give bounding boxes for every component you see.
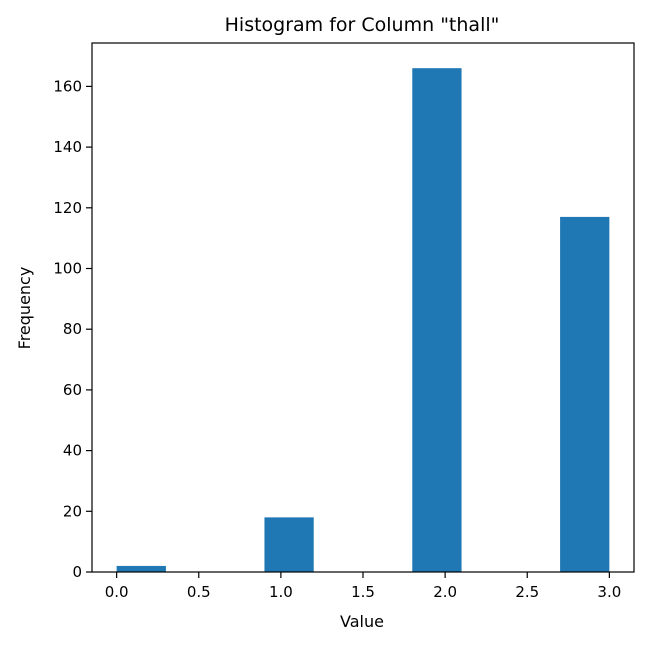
y-tick-label: 100 <box>53 260 82 278</box>
y-tick-label: 20 <box>63 502 82 520</box>
x-tick-label: 2.0 <box>433 583 457 601</box>
histogram-bar-6 <box>412 68 462 572</box>
histogram-bar-3 <box>264 517 314 572</box>
y-axis-label: Frequency <box>15 267 34 350</box>
y-tick-label: 160 <box>53 77 82 95</box>
y-tick-label: 140 <box>53 138 82 156</box>
x-tick-label: 2.5 <box>515 583 539 601</box>
y-axis-ticks: 0 20 40 60 80 100 120 140 160 <box>53 77 92 581</box>
plot-frame <box>91 42 635 573</box>
y-tick-label: 120 <box>53 199 82 217</box>
y-tick-label: 0 <box>72 563 82 581</box>
chart-title: Histogram for Column "thall" <box>225 14 500 36</box>
x-tick-label: 1.5 <box>351 583 375 601</box>
y-tick-label: 80 <box>63 320 82 338</box>
y-tick-label: 40 <box>63 442 82 460</box>
x-tick-label: 3.0 <box>597 583 621 601</box>
histogram-bar-9 <box>560 216 610 572</box>
y-tick-label: 60 <box>63 381 82 399</box>
x-tick-label: 0.0 <box>105 583 129 601</box>
x-tick-label: 0.5 <box>187 583 211 601</box>
x-tick-label: 1.0 <box>269 583 293 601</box>
x-axis-label: Value <box>340 612 384 631</box>
histogram-bar-0 <box>116 565 166 572</box>
x-axis-ticks: 0.0 0.5 1.0 1.5 2.0 2.5 3.0 <box>105 572 621 601</box>
bars-group <box>116 68 610 572</box>
